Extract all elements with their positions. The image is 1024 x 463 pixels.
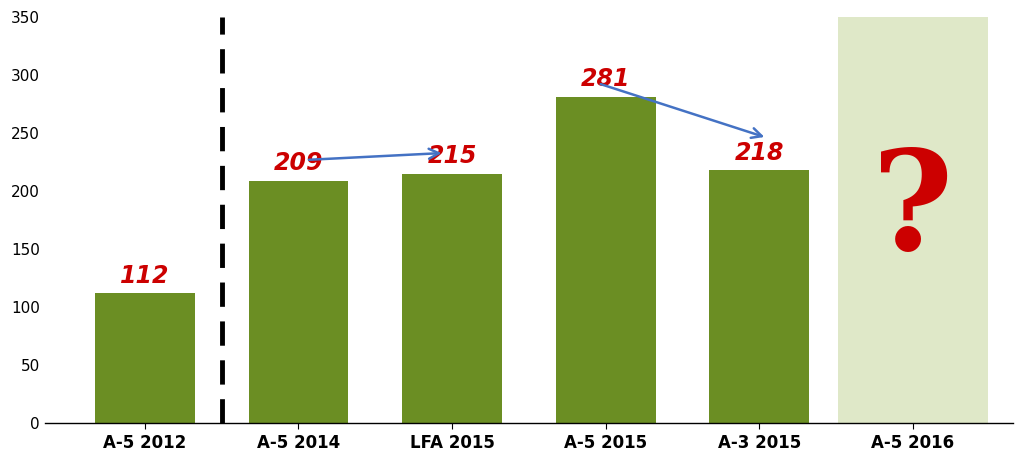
Text: 218: 218 (734, 141, 784, 164)
Bar (95, 294, 195, 424)
Text: 209: 209 (273, 151, 324, 175)
Text: 215: 215 (427, 144, 477, 168)
Bar (249, 181, 348, 424)
Bar (710, 170, 809, 424)
Bar (838, 17, 988, 424)
Bar (556, 97, 655, 424)
Text: ?: ? (872, 145, 953, 279)
Text: 112: 112 (120, 263, 170, 288)
Bar (402, 174, 502, 424)
Text: 281: 281 (581, 68, 631, 91)
